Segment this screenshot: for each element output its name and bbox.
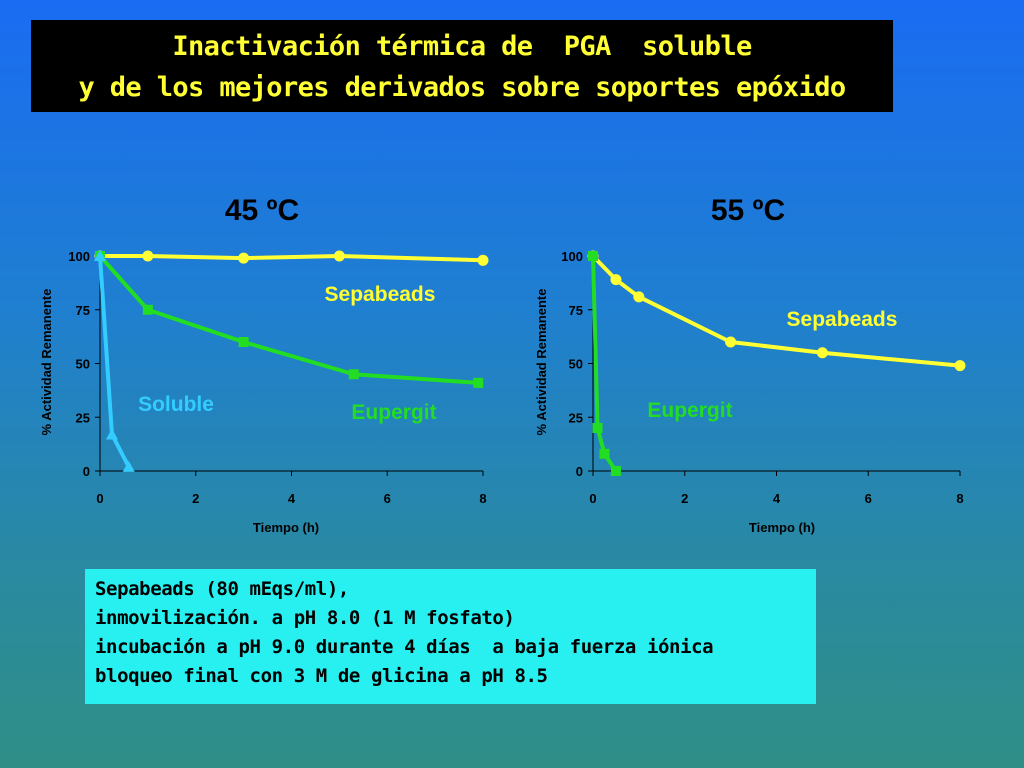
chart-45c-xlabel: Tiempo (h) (253, 520, 319, 535)
chart-55c-xtick-label: 8 (956, 491, 963, 506)
chart-55c-label-sepabeads: Sepabeads (787, 308, 898, 331)
chart-45c-xtick-label: 8 (479, 491, 486, 506)
chart-45c-label-eupergit: Eupergit (351, 401, 436, 424)
chart-45c-eupergit-point (473, 377, 484, 388)
chart-45c-axes: 0 25 50 75 100 0 2 4 6 8 (68, 249, 486, 506)
chart-45c-ytick-label: 0 (83, 464, 90, 479)
chart-55c-ytick-label: 50 (569, 357, 583, 372)
title-box: Inactivación térmica de PGA soluble y de… (31, 20, 893, 112)
chart-55c-eupergit-line (591, 255, 618, 473)
chart-55c-axes: 0 25 50 75 100 0 2 4 6 8 (561, 249, 963, 506)
chart-55c-sepabeads-point (954, 360, 966, 372)
chart-55c-sepabeads-point (610, 274, 622, 286)
chart-45c: 45 ºC 0 25 50 75 100 0 2 4 6 8 Sepabeads Eupergit… (39, 194, 489, 535)
chart-55c-sepabeads-point (816, 347, 828, 359)
slide-title-line-1: Inactivación térmica de PGA soluble (172, 31, 752, 62)
chart-55c-xtick-label: 6 (865, 491, 872, 506)
chart-45c-eupergit-point (238, 337, 249, 347)
chart-55c-eupergit-point (610, 466, 621, 476)
note-line-4: bloqueo final con 3 M de glicina a pH 8.… (95, 665, 548, 687)
chart-55c-eupergit-point (599, 448, 610, 459)
chart-55c-eupergit-point (592, 423, 603, 433)
chart-55c-ylabel: % Actividad Remanente (534, 289, 549, 436)
chart-45c-eupergit-point (348, 369, 359, 380)
chart-45c-sepabeads-point (238, 252, 250, 264)
chart-45c-soluble-point (105, 428, 118, 440)
chart-45c-sepabeads-point (142, 250, 154, 262)
slide-title-line-2: y de los mejores derivados sobre soporte… (78, 72, 846, 103)
chart-45c-series (94, 250, 489, 472)
chart-45c-eupergit-point (142, 304, 153, 315)
chart-45c-sepabeads-point (477, 254, 489, 266)
chart-45c-ytick-label: 75 (76, 303, 90, 318)
chart-45c-xtick-label: 0 (96, 491, 103, 506)
chart-55c-label-eupergit: Eupergit (647, 399, 732, 422)
chart-55c-ytick-label: 75 (569, 303, 583, 318)
chart-55c-xtick-label: 2 (681, 491, 688, 506)
chart-45c-title: 45 ºC (225, 194, 299, 227)
chart-45c-sepabeads-line (100, 254, 484, 263)
chart-45c-soluble-point (122, 460, 135, 472)
chart-45c-soluble-point (94, 250, 106, 261)
chart-55c-title: 55 ºC (711, 194, 785, 227)
chart-55c-eupergit-point (588, 251, 598, 261)
chart-55c: 55 ºC 0 25 50 75 100 0 2 4 6 8 Sepabeads Eupergit… (534, 194, 966, 535)
chart-45c-eupergit-line (98, 254, 479, 385)
chart-55c-xlabel: Tiempo (h) (749, 520, 815, 535)
chart-55c-ytick-label: 25 (569, 410, 583, 425)
chart-45c-xtick-label: 2 (192, 491, 199, 506)
note-line-2: inmovilización. a pH 8.0 (1 M fosfato) (95, 607, 515, 629)
chart-55c-xtick-label: 0 (589, 491, 596, 506)
chart-45c-sepabeads-point (333, 250, 345, 262)
chart-45c-label-sepabeads: Sepabeads (325, 283, 436, 306)
chart-45c-ytick-label: 50 (76, 357, 90, 372)
chart-45c-ylabel: % Actividad Remanente (39, 289, 54, 436)
chart-55c-ytick-label: 100 (561, 249, 583, 264)
note-line-1: Sepabeads (80 mEqs/ml), (95, 578, 349, 600)
notes-box: Sepabeads (80 mEqs/ml), inmovilización. … (85, 569, 816, 704)
chart-55c-xtick-label: 4 (773, 491, 781, 506)
chart-55c-sepabeads-point (725, 336, 737, 348)
chart-45c-label-soluble: Soluble (138, 393, 214, 416)
chart-45c-ytick-label: 100 (68, 249, 90, 264)
chart-55c-sepabeads-line (591, 254, 961, 368)
chart-55c-ytick-label: 0 (576, 464, 583, 479)
note-line-3: incubación a pH 9.0 durante 4 días a baj… (95, 636, 714, 658)
chart-55c-sepabeads-point (633, 291, 645, 303)
chart-45c-xtick-label: 6 (384, 491, 391, 506)
chart-55c-series (587, 250, 966, 476)
chart-45c-ytick-label: 25 (76, 410, 90, 425)
chart-45c-xtick-label: 4 (288, 491, 296, 506)
